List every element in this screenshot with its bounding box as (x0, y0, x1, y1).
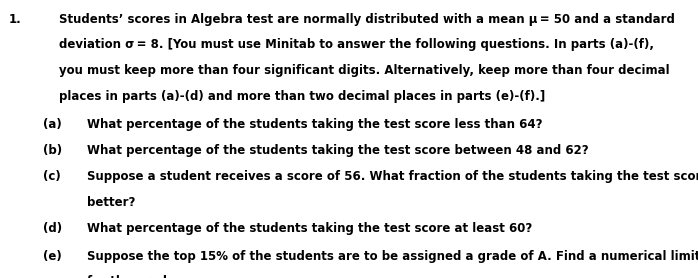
Text: (a): (a) (43, 118, 62, 131)
Text: deviation σ = 8. [You must use Minitab to answer the following questions. In par: deviation σ = 8. [You must use Minitab t… (59, 38, 654, 51)
Text: places in parts (a)-(d) and more than two decimal places in parts (e)-(f).]: places in parts (a)-(d) and more than tw… (59, 90, 546, 103)
Text: What percentage of the students taking the test score at least 60?: What percentage of the students taking t… (87, 222, 533, 235)
Text: (b): (b) (43, 144, 62, 157)
Text: (c): (c) (43, 170, 61, 183)
Text: Suppose a student receives a score of 56. What fraction of the students taking t: Suppose a student receives a score of 56… (87, 170, 698, 183)
Text: you must keep more than four significant digits. Alternatively, keep more than f: you must keep more than four significant… (59, 64, 670, 77)
Text: What percentage of the students taking the test score between 48 and 62?: What percentage of the students taking t… (87, 144, 589, 157)
Text: What percentage of the students taking the test score less than 64?: What percentage of the students taking t… (87, 118, 543, 131)
Text: (d): (d) (43, 222, 62, 235)
Text: Students’ scores in Algebra test are normally distributed with a mean μ = 50 and: Students’ scores in Algebra test are nor… (59, 13, 675, 26)
Text: better?: better? (87, 196, 135, 209)
Text: Suppose the top 15% of the students are to be assigned a grade of A. Find a nume: Suppose the top 15% of the students are … (87, 250, 698, 263)
Text: 1.: 1. (8, 13, 21, 26)
Text: (e): (e) (43, 250, 62, 263)
Text: for the grade.: for the grade. (87, 275, 180, 278)
